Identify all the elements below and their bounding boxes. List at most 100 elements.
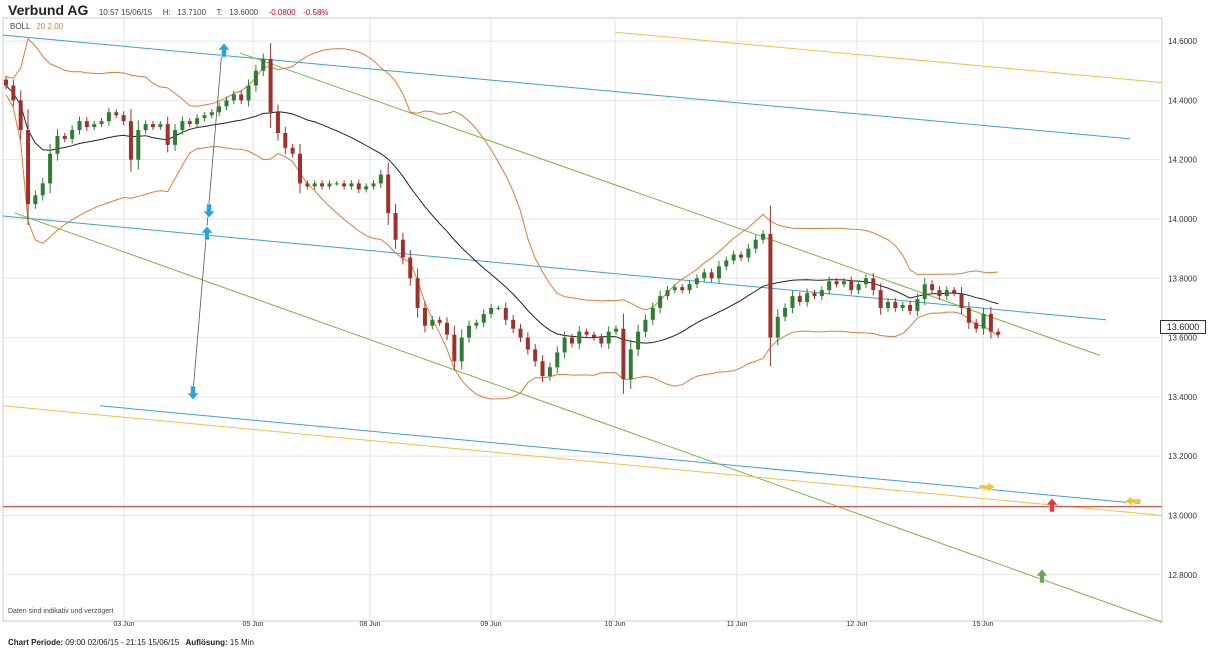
candle-body	[84, 121, 89, 128]
candle-body	[944, 290, 949, 297]
arrow-down-icon	[202, 203, 216, 219]
candle-body	[761, 233, 766, 240]
candle-body	[55, 135, 60, 154]
candle-body	[988, 313, 993, 332]
indicator-params: 20 2.00	[36, 22, 64, 31]
high-label: H:	[162, 8, 171, 17]
candle-body	[599, 337, 604, 344]
candle-body	[356, 183, 361, 190]
candle-body	[496, 307, 501, 309]
candle-body	[283, 132, 288, 148]
candle-body	[775, 316, 780, 338]
candle-body	[121, 115, 126, 122]
candle-body	[908, 304, 913, 311]
x-tick-label: 03 Jun	[113, 621, 134, 628]
channel-green-lower	[14, 212, 1163, 623]
period-value: 09:00 02/06/15 - 21:15 15/06/15	[65, 638, 180, 647]
x-tick-label: 15 Jun	[972, 621, 993, 628]
candle-body	[819, 290, 824, 297]
candle-body	[790, 296, 795, 308]
candle-body	[841, 281, 846, 285]
x-axis: 03 Jun 05 Jun 08 Jun 09 Jun 10 Jun 11 Jun 12 J…	[113, 621, 993, 628]
arrow-up-icon	[1045, 497, 1059, 513]
y-tick-label: 13.2000	[1168, 452, 1197, 461]
x-tick-label: 08 Jun	[359, 621, 380, 628]
candle-body	[92, 124, 97, 128]
x-tick-label: 05 Jun	[242, 621, 263, 628]
candle-body	[739, 254, 743, 258]
x-tick-label: 09 Jun	[480, 621, 501, 628]
quote-time: 10:57 15/06/15	[98, 8, 153, 17]
candle-body	[239, 94, 244, 101]
chart-footer: Chart Periode: 09:00 02/06/15 - 21:15 15…	[8, 638, 254, 647]
candle-body	[136, 130, 141, 160]
candle-body	[386, 174, 391, 214]
candle-body	[694, 278, 699, 285]
candle-body	[900, 304, 905, 308]
candle-body	[77, 121, 82, 131]
channel-blue-upper	[2, 34, 1131, 140]
candle-body	[261, 58, 266, 71]
y-tick-label: 14.2000	[1168, 156, 1197, 165]
candle-body	[525, 337, 530, 350]
candle-body	[665, 290, 670, 297]
channel-yellow-lower	[2, 405, 1163, 516]
channel-blue-mid	[2, 215, 1107, 321]
candle-body	[981, 313, 986, 329]
x-tick-label: 12 Jun	[846, 621, 867, 628]
candle-body	[797, 296, 802, 303]
y-tick-label: 13.0000	[1168, 511, 1197, 520]
candle-body	[195, 118, 200, 125]
candle-body	[400, 239, 405, 258]
candle-body	[636, 331, 641, 350]
bollinger-upper	[5, 37, 999, 311]
candle-body	[165, 124, 170, 145]
candle-body	[863, 278, 868, 285]
candle-body	[209, 112, 214, 116]
candle-body	[577, 331, 582, 344]
candle-body	[48, 153, 53, 184]
candle-body	[422, 307, 427, 326]
channel-green-upper	[239, 52, 1101, 356]
candle-body	[672, 287, 677, 291]
candle-body	[709, 272, 714, 279]
candle-body	[342, 183, 347, 187]
candle-body	[489, 307, 494, 314]
candle-body	[922, 284, 927, 300]
indicator-legend: BOLL 20 2.00	[10, 22, 63, 31]
candle-body	[151, 124, 155, 128]
candle-body	[540, 361, 545, 377]
candle-body	[702, 272, 707, 279]
candle-body	[371, 183, 376, 187]
candle-body	[871, 278, 876, 291]
candle-body	[584, 331, 589, 335]
candle-body	[746, 248, 751, 258]
candle-body	[592, 334, 596, 338]
candle-body	[378, 174, 383, 184]
candle-body	[253, 70, 258, 86]
candle-body	[827, 281, 832, 291]
annotation-connector	[192, 49, 223, 393]
candle-body	[474, 322, 479, 326]
candle-body	[231, 94, 236, 101]
candle-body	[393, 213, 398, 240]
candle-body	[4, 79, 8, 86]
arrow-up-icon	[1035, 568, 1049, 584]
signal-arrows	[186, 42, 1142, 584]
candle-body	[959, 293, 964, 308]
candle-body	[40, 183, 45, 196]
candle-body	[886, 302, 890, 308]
candle-body	[459, 337, 464, 362]
candle-body	[930, 284, 935, 291]
candle-body	[606, 331, 611, 344]
candle-body	[805, 293, 810, 303]
candle-body	[893, 302, 898, 308]
candle-body	[268, 58, 273, 113]
candle-body	[437, 319, 442, 323]
y-tick-label: 14.4000	[1168, 96, 1197, 105]
y-tick-label: 13.6000	[1168, 334, 1197, 343]
bollinger-bands	[5, 37, 999, 400]
x-tick-label: 11 Jun	[727, 621, 748, 628]
candle-body	[768, 233, 773, 338]
trend-lines	[2, 31, 1163, 623]
